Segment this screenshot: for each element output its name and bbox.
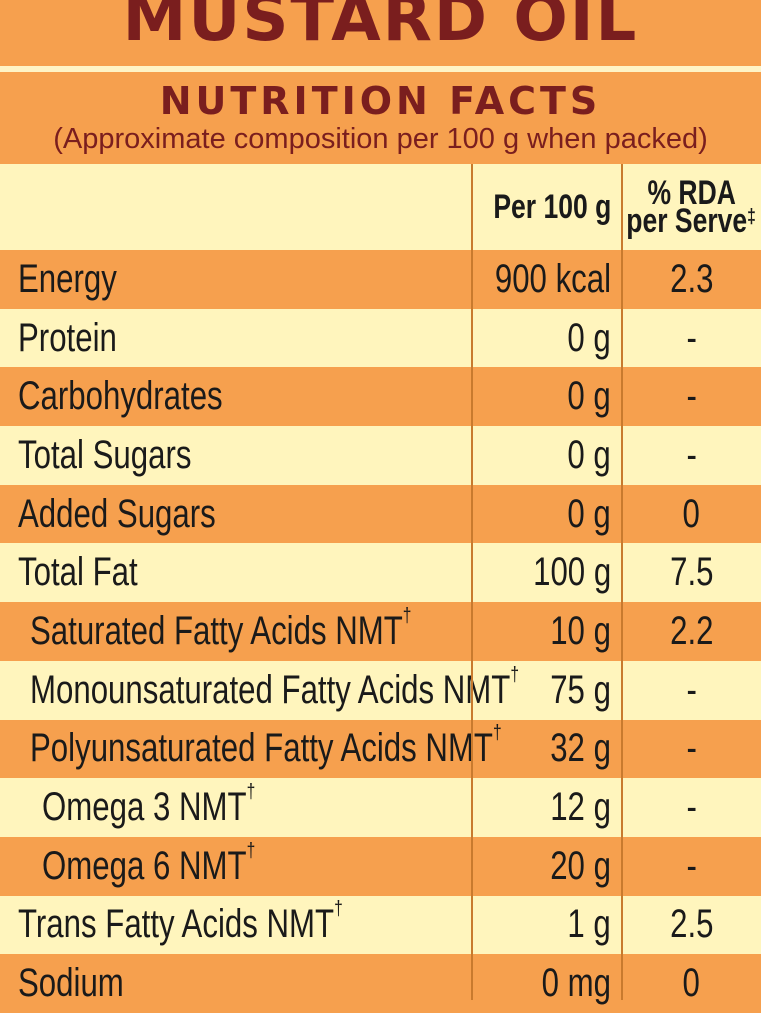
nutrient-rda-value: 2.2 <box>669 608 714 653</box>
nutrient-rda-value: - <box>686 843 697 888</box>
table-row: Polyunsaturated Fatty Acids NMT† 32 g - <box>0 719 761 779</box>
nutrient-per100-value: 0 g <box>567 491 612 536</box>
nutrient-per100-value: 0 g <box>567 315 612 360</box>
nutrient-per100-value: 100 g <box>532 550 612 595</box>
table-row: Energy 900 kcal 2.3 <box>0 250 761 309</box>
nutrient-per100-value: 10 g <box>550 608 612 653</box>
nutrition-subtitle: (Approximate composition per 100 g when … <box>53 123 708 155</box>
table-row: Saturated Fatty Acids NMT† 10 g 2.2 <box>0 602 761 661</box>
nutrient-rda-value: - <box>686 785 697 830</box>
nutrition-title: NUTRITION FACTS <box>159 79 602 123</box>
nutrient-rda-value: - <box>686 667 697 712</box>
nutrient-per100-value: 1 g <box>567 902 612 947</box>
nutrient-rda-value: - <box>686 315 697 360</box>
table-header-row: Per 100 g % RDA per Serve‡ <box>0 164 761 250</box>
table-row: Trans Fatty Acids NMT† 1 g 2.5 <box>0 895 761 955</box>
nutrient-per100-value: 32 g <box>550 726 612 771</box>
table-row: Omega 3 NMT† 12 g - <box>0 778 761 837</box>
nutrient-rda-value: 0 <box>682 491 701 536</box>
nutrient-name: Total Fat <box>18 550 138 595</box>
nutrient-name: Energy <box>18 256 117 301</box>
nutrient-rda-value: 2.3 <box>669 256 714 301</box>
table-row: Omega 6 NMT† 20 g - <box>0 836 761 896</box>
nutrient-per100-value: 0 g <box>567 374 612 419</box>
column-header-rda: % RDA per Serve‡ <box>622 164 761 250</box>
nutrient-rda-value: 2.5 <box>669 902 714 947</box>
nutrient-name: Protein <box>18 315 117 360</box>
column-header-per100: Per 100 g <box>493 187 612 226</box>
nutrient-name: Added Sugars <box>18 491 216 536</box>
nutrient-name: Monounsaturated Fatty Acids NMT† <box>30 663 520 712</box>
table-row: Total Fat 100 g 7.5 <box>0 543 761 603</box>
nutrient-name: Trans Fatty Acids NMT† <box>18 898 343 947</box>
nutrition-header: NUTRITION FACTS (Approximate composition… <box>0 72 761 164</box>
table-row: Added Sugars 0 g 0 <box>0 484 761 544</box>
nutrient-rda-value: 0 <box>682 961 701 1006</box>
nutrient-name: Omega 3 NMT† <box>42 781 256 830</box>
table-row: Monounsaturated Fatty Acids NMT† 75 g - <box>0 660 761 720</box>
table-row: Protein 0 g - <box>0 308 761 368</box>
nutrient-per100-value: 12 g <box>550 785 612 830</box>
nutrient-name: Sodium <box>18 961 124 1006</box>
nutrient-name: Total Sugars <box>18 432 192 477</box>
product-title: MUSTARD OIL <box>122 0 639 56</box>
nutrient-per100-value: 0 mg <box>541 961 612 1006</box>
nutrient-rda-value: 7.5 <box>669 550 714 595</box>
nutrient-name: Saturated Fatty Acids NMT† <box>30 604 412 653</box>
nutrient-per100-value: 20 g <box>550 843 612 888</box>
nutrient-name: Carbohydrates <box>18 374 223 419</box>
table-row: Sodium 0 mg 0 <box>0 954 761 1013</box>
nutrient-rda-value: - <box>686 374 697 419</box>
divider <box>0 66 761 72</box>
nutrient-per100-value: 900 kcal <box>494 256 612 301</box>
nutrient-name: Polyunsaturated Fatty Acids NMT† <box>30 722 502 771</box>
product-banner: MUSTARD OIL <box>0 0 761 66</box>
nutrient-rda-value: - <box>686 726 697 771</box>
nutrient-name: Omega 6 NMT† <box>42 839 256 888</box>
nutrition-table: Per 100 g % RDA per Serve‡ Energy 900 kca… <box>0 164 761 1013</box>
column-divider <box>471 164 473 1000</box>
rda-header-line1: % RDA <box>647 174 736 212</box>
table-row: Total Sugars 0 g - <box>0 426 761 485</box>
table-row: Carbohydrates 0 g - <box>0 367 761 427</box>
nutrient-per100-value: 75 g <box>550 667 612 712</box>
column-divider <box>621 164 623 1000</box>
nutrient-rda-value: - <box>686 432 697 477</box>
rda-header-line2: per Serve‡ <box>626 202 757 240</box>
nutrient-per100-value: 0 g <box>567 432 612 477</box>
